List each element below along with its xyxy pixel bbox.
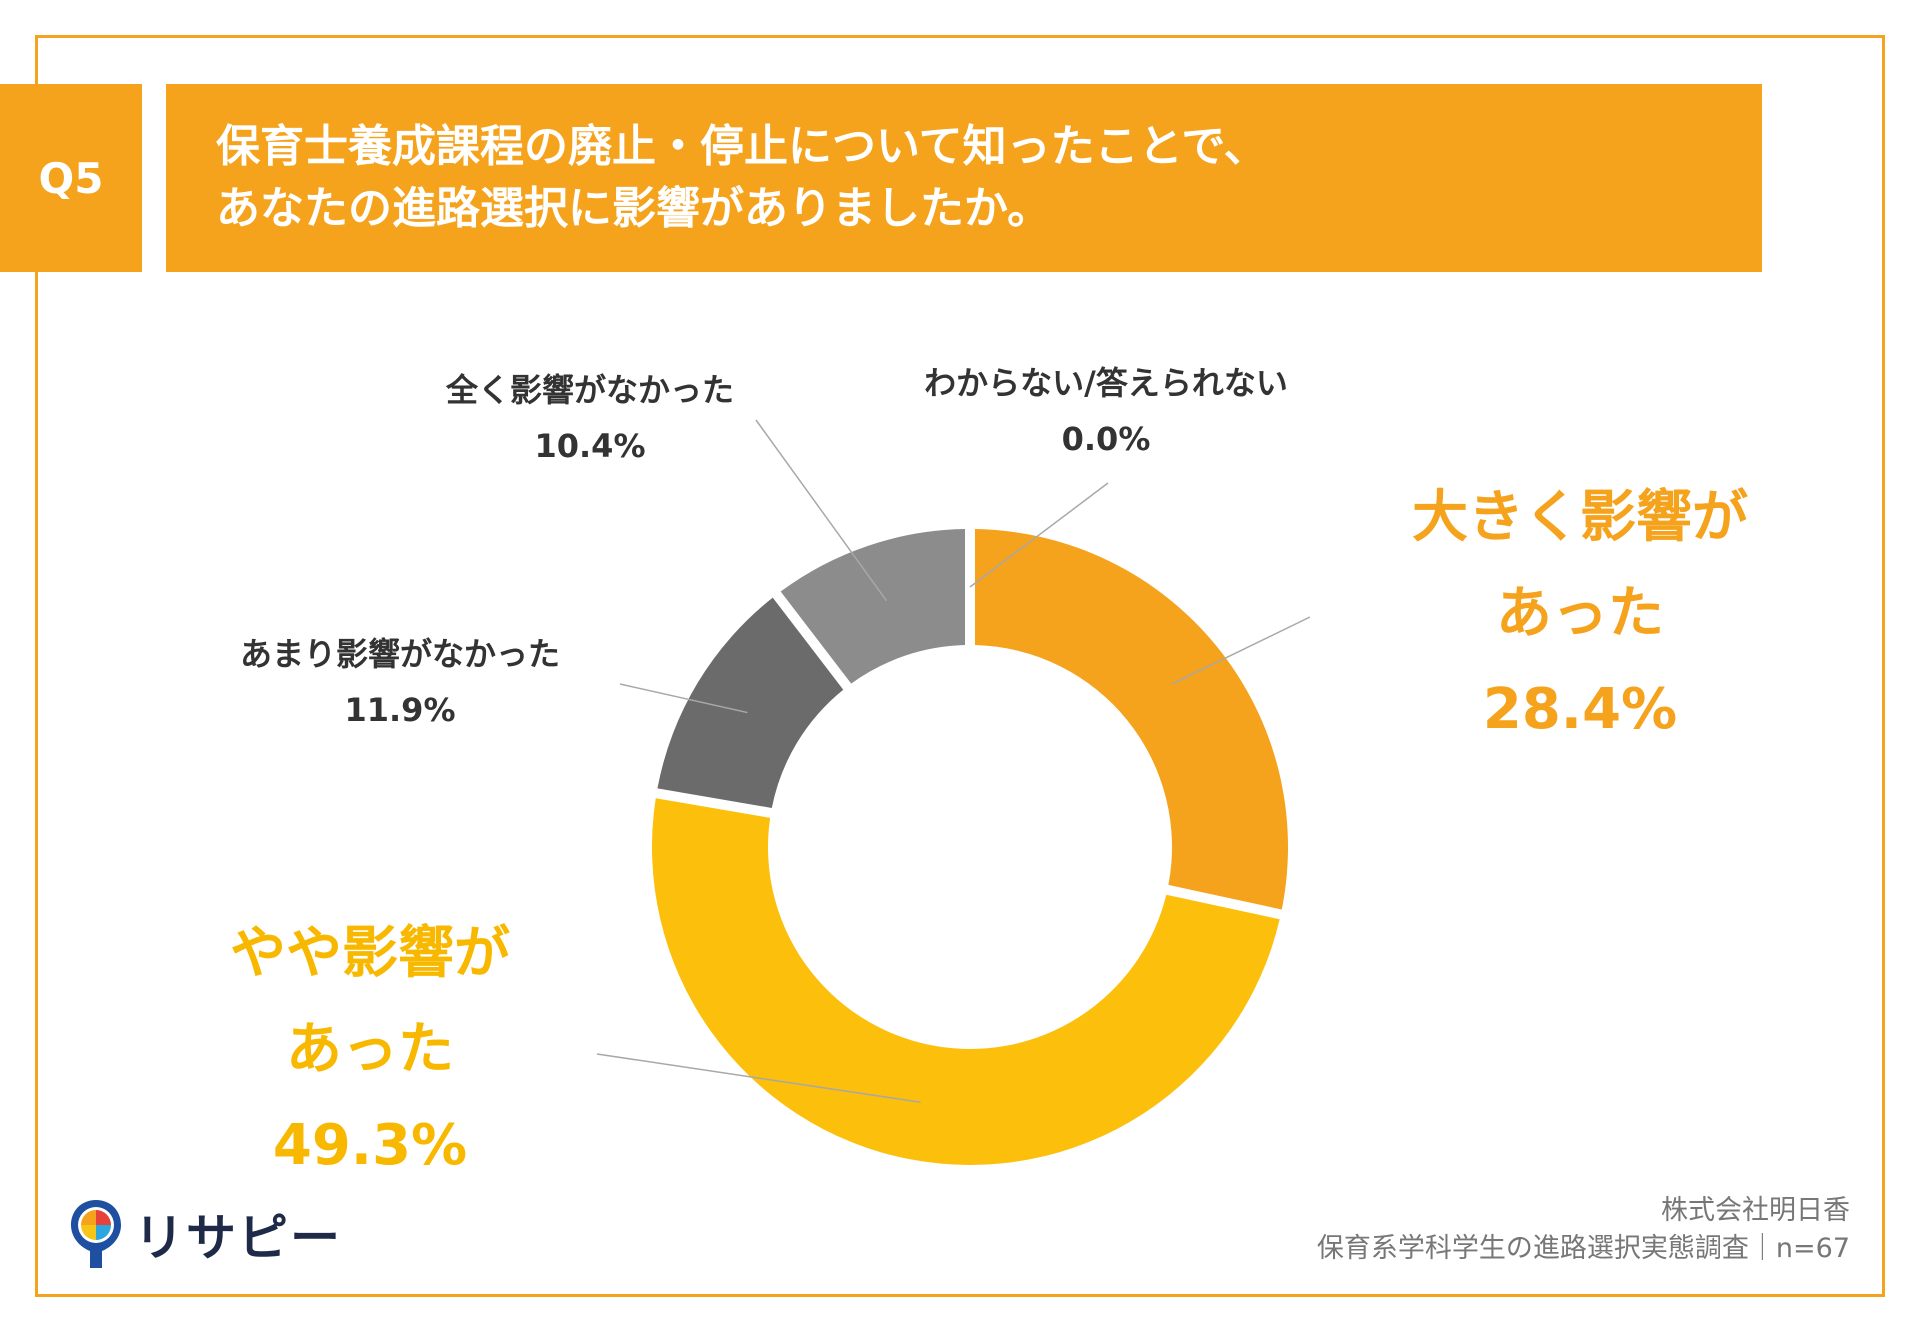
- label-some-impact: やや影響が あった 49.3%: [170, 906, 570, 1194]
- question-number: Q5: [0, 84, 142, 272]
- label-little-impact-value: 11.9%: [344, 691, 456, 729]
- leader-line-1: [596, 1053, 921, 1103]
- label-no-impact: 全く影響がなかった 10.4%: [390, 362, 790, 474]
- leader-line-4: [969, 482, 1109, 588]
- pin-logo-icon: [71, 1200, 121, 1268]
- donut-slice-3: [780, 529, 966, 684]
- leader-line-2: [619, 683, 748, 714]
- label-some-impact-value: 49.3%: [272, 1113, 468, 1178]
- logo-text: リサピー: [134, 1209, 342, 1267]
- donut-slice-0: [974, 529, 1288, 910]
- source-note: 株式会社明日香 保育系学科学生の進路選択実態調査｜n=67: [1317, 1192, 1850, 1268]
- label-large-impact-line2: あった: [1496, 581, 1664, 646]
- leader-line-3: [755, 419, 888, 602]
- label-large-impact-line1: 大きく影響が: [1412, 485, 1748, 550]
- label-some-impact-line2: あった: [286, 1017, 454, 1082]
- label-unknown-line1: わからない/答えられない: [924, 364, 1288, 402]
- source-survey: 保育系学科学生の進路選択実態調査｜n=67: [1316, 1233, 1850, 1264]
- question-title: 保育士養成課程の廃止・停止について知ったことで、 あなたの進路選択に影響がありま…: [166, 84, 1762, 272]
- leader-line-0: [1172, 616, 1311, 685]
- title-line-1: 保育士養成課程の廃止・停止について知ったことで、: [216, 121, 1268, 172]
- label-some-impact-line1: やや影響が: [230, 921, 510, 986]
- title-line-2: あなたの進路選択に影響がありましたか。: [216, 183, 1052, 234]
- label-unknown: わからない/答えられない 0.0%: [876, 355, 1336, 467]
- label-no-impact-line1: 全く影響がなかった: [445, 371, 734, 409]
- label-little-impact: あまり影響がなかった 11.9%: [200, 626, 600, 738]
- brand-logo: リサピー: [68, 1198, 342, 1270]
- donut-slice-2: [657, 597, 844, 808]
- label-little-impact-line1: あまり影響がなかった: [239, 635, 560, 673]
- label-unknown-value: 0.0%: [1061, 420, 1151, 458]
- donut-slice-1: [651, 798, 1280, 1165]
- chart-frame: [35, 35, 1885, 1297]
- label-large-impact: 大きく影響が あった 28.4%: [1380, 470, 1780, 758]
- label-large-impact-value: 28.4%: [1482, 677, 1678, 742]
- label-no-impact-value: 10.4%: [534, 427, 646, 465]
- source-company: 株式会社明日香: [1661, 1195, 1850, 1226]
